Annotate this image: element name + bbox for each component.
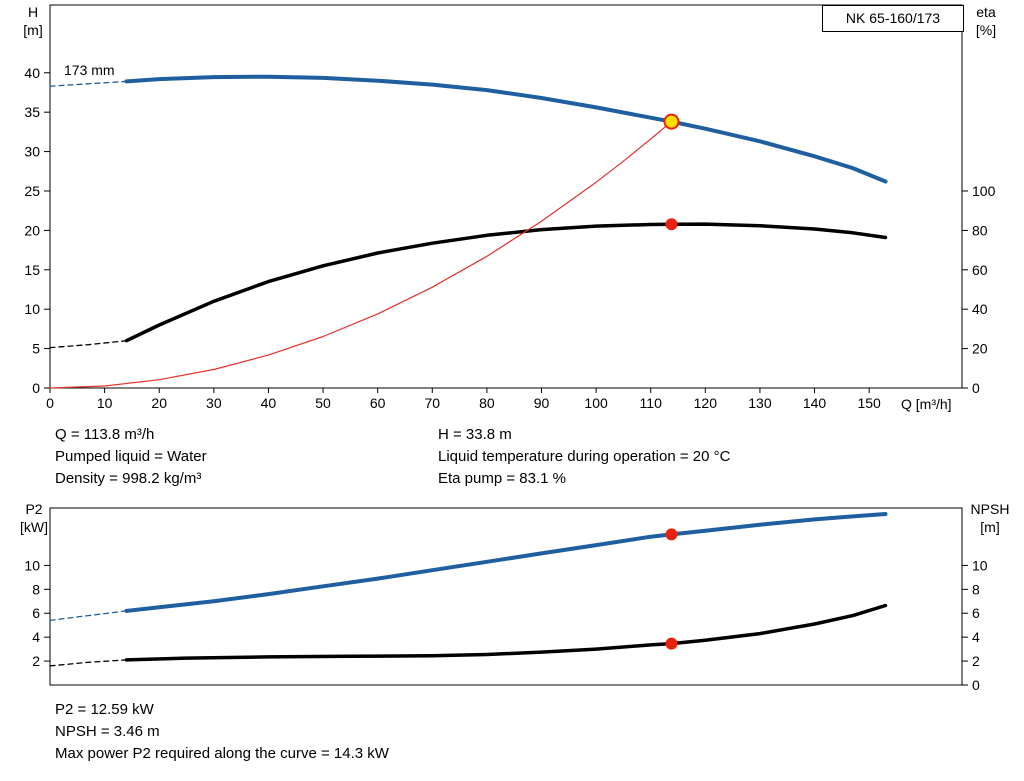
y-right-tick-label: 8 <box>972 581 980 597</box>
y-axis-title-eta-line1: eta <box>976 4 996 20</box>
y-left-tick-label: 10 <box>24 557 40 573</box>
eta-pump-text: Eta pump = 83.1 % <box>438 470 566 487</box>
y-right-tick-label: 10 <box>972 557 988 573</box>
y-right-tick-label: 0 <box>972 677 980 693</box>
qh-eta-chart-svg: 0 10 20 30 40 50 60 70 80 90 100 110 120 130 140 150051… <box>24 4 996 411</box>
head-curve-173mm <box>124 74 888 184</box>
y-right-tick-label: 20 <box>972 341 988 357</box>
y-left-tick-label: 30 <box>24 144 40 160</box>
x-tick-label: 30 <box>206 395 222 411</box>
y-axis-title-npsh: NPSH [m] <box>962 500 1018 536</box>
duty-info-right: H = 33.8 m Liquid temperature during ope… <box>438 424 730 490</box>
y-left-tick-label: 40 <box>24 65 40 81</box>
y-axis-title-head-line1: H <box>27 4 39 20</box>
y-axis-title-eta-line2: [%] <box>975 22 997 38</box>
y-axis-title-p2-line1: P2 <box>25 501 43 517</box>
y-left-tick-label: 5 <box>32 341 40 357</box>
x-tick-label: 0 <box>46 395 54 411</box>
p2-value-text: P2 = 12.59 kW <box>55 701 154 718</box>
max-power-text: Max power P2 required along the curve = … <box>55 745 389 762</box>
liquid-temperature-text: Liquid temperature during operation = 20… <box>438 448 731 465</box>
impeller-diameter-label: 173 mm <box>64 62 115 78</box>
x-tick-label: 20 <box>151 395 167 411</box>
x-tick-label: 120 <box>694 395 718 411</box>
y-axis-title-eta: eta [%] <box>966 3 1006 39</box>
y-axis-title-npsh-line1: NPSH <box>970 501 1010 517</box>
npsh-curve <box>124 603 888 662</box>
npsh-value-text: NPSH = 3.46 m <box>55 723 160 740</box>
p2-curve-extrapolated <box>49 610 128 622</box>
duty-point-npsh <box>665 637 678 650</box>
y-left-tick-label: 15 <box>24 262 40 278</box>
x-tick-label: 100 <box>584 395 608 411</box>
npsh-curve-extrapolated <box>49 659 128 667</box>
y-axis-title-head: H [m] <box>13 3 53 39</box>
y-left-tick-label: 2 <box>32 653 40 669</box>
x-tick-label: 140 <box>803 395 827 411</box>
y-left-tick-label: 20 <box>24 222 40 238</box>
y-right-tick-label: 100 <box>972 183 996 199</box>
y-right-tick-label: 4 <box>972 629 980 645</box>
x-tick-label: 90 <box>534 395 550 411</box>
power-info: P2 = 12.59 kW NPSH = 3.46 m Max power P2… <box>55 699 389 765</box>
pump-model-badge: NK 65-160/173 <box>822 5 964 32</box>
duty-point-qh <box>663 113 680 130</box>
y-right-tick-label: 80 <box>972 222 988 238</box>
eta-curve <box>124 222 888 343</box>
y-axis-title-head-line2: [m] <box>23 22 43 38</box>
y-left-tick-label: 25 <box>24 183 40 199</box>
x-tick-label: 40 <box>261 395 277 411</box>
y-axis-title-p2-line2: [kW] <box>20 519 48 535</box>
system-curve <box>49 121 673 389</box>
head-value-text: H = 33.8 m <box>438 426 512 443</box>
density-text: Density = 998.2 kg/m³ <box>55 470 202 487</box>
p2-curve <box>124 512 888 613</box>
y-left-tick-label: 6 <box>32 605 40 621</box>
x-axis-title-flow: Q [m³/h] <box>901 396 952 412</box>
y-left-tick-label: 4 <box>32 629 40 645</box>
flow-value-text: Q = 113.8 m³/h <box>55 426 155 443</box>
y-right-tick-label: 6 <box>972 605 980 621</box>
y-right-tick-label: 40 <box>972 301 988 317</box>
duty-info-left: Q = 113.8 m³/h Pumped liquid = Water Den… <box>55 424 207 490</box>
x-tick-label: 150 <box>857 395 881 411</box>
eta-curve-extrapolated <box>49 340 128 349</box>
x-tick-label: 110 <box>640 395 663 411</box>
y-axis-title-p2: P2 [kW] <box>14 500 54 536</box>
x-tick-label: 80 <box>479 395 495 411</box>
pumped-liquid-text: Pumped liquid = Water <box>55 448 207 465</box>
y-left-tick-label: 8 <box>32 581 40 597</box>
y-left-tick-label: 0 <box>32 380 40 396</box>
p2-npsh-chart-svg: 2 4 6 8 10 0 2 4 6 8 10 <box>24 507 988 693</box>
y-axis-title-npsh-line2: [m] <box>980 519 1000 535</box>
duty-point-eta <box>665 218 678 231</box>
y-right-tick-label: 2 <box>972 653 980 669</box>
duty-point-p2 <box>665 528 678 541</box>
y-left-tick-label: 35 <box>24 104 40 120</box>
y-right-tick-label: 0 <box>972 380 980 396</box>
y-left-tick-label: 10 <box>24 301 40 317</box>
y-right-tick-label: 60 <box>972 262 988 278</box>
x-tick-label: 50 <box>315 395 331 411</box>
p2-npsh-chart-frame <box>49 507 963 686</box>
head-curve-173mm-extrapolated <box>49 80 128 87</box>
x-tick-label: 70 <box>424 395 440 411</box>
x-tick-label: 10 <box>97 395 113 411</box>
x-tick-label: 60 <box>370 395 386 411</box>
qh-eta-chart-frame <box>49 4 963 389</box>
x-tick-label: 130 <box>748 395 772 411</box>
